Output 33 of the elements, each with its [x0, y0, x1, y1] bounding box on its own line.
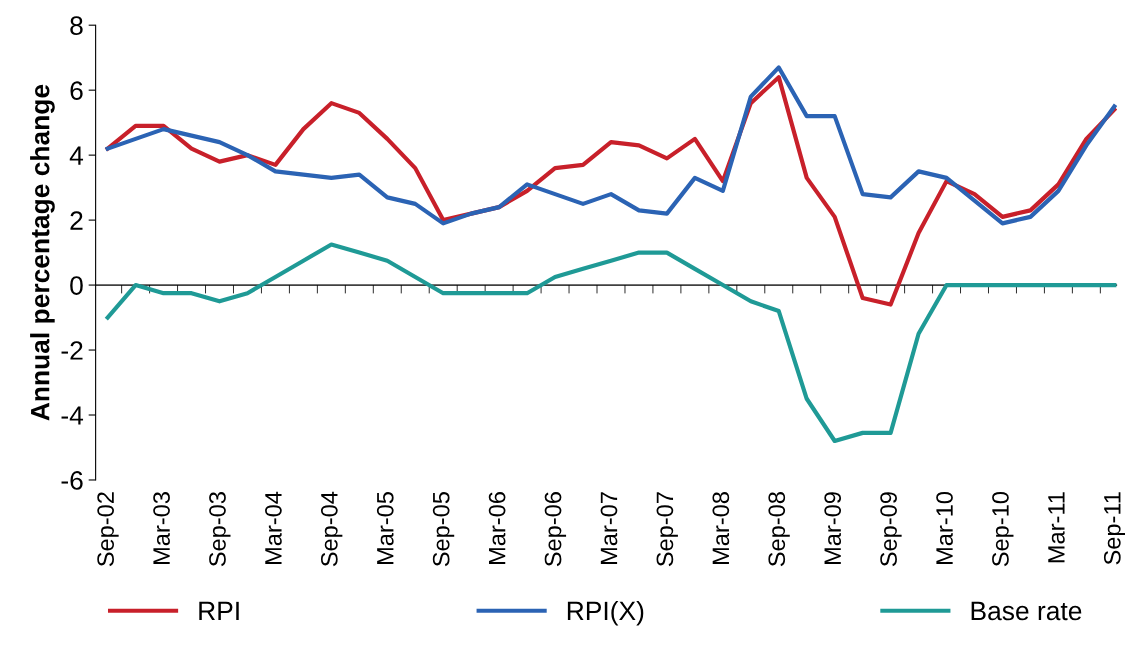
x-tick-label: Mar-07	[600, 492, 618, 564]
x-tick-label: Mar-06	[488, 492, 506, 564]
y-tick-label: 8	[70, 16, 83, 36]
x-tick-label: Sep-10	[992, 492, 1014, 567]
x-tick-label: Sep-03	[209, 492, 231, 567]
legend-label: RPI	[199, 601, 239, 620]
x-tick-label: Sep-09	[880, 492, 902, 567]
y-tick-label: 2	[70, 211, 83, 230]
x-tick-label: Sep-08	[768, 492, 790, 567]
line-series	[105, 242, 1117, 444]
x-tick-label: Mar-03	[153, 492, 170, 564]
x-tick-label: Sep-05	[432, 492, 455, 567]
legend-label: RPI(X)	[567, 600, 644, 626]
x-tick-label: Mar-09	[824, 492, 842, 564]
y-tick-label: 4	[69, 146, 84, 165]
x-tick-label: Sep-06	[544, 492, 567, 567]
y-tick-label: -4	[61, 406, 84, 425]
x-tick-label: Mar-10	[936, 492, 953, 564]
x-tick-label: Sep-11	[1103, 492, 1125, 565]
x-tick-label: Sep-07	[656, 492, 678, 567]
x-tick-label: Sep-04	[320, 491, 343, 567]
y-tick-label: 0	[70, 276, 83, 295]
line-series	[105, 65, 1117, 226]
legend-label: Base rate	[971, 601, 1082, 621]
x-tick-label: Mar-05	[376, 492, 394, 564]
x-tick-label: Sep-02	[97, 492, 119, 567]
y-tick-label: 6	[70, 81, 83, 100]
y-tick-label: -2	[61, 341, 83, 360]
y-axis-title: Annual percentage change	[30, 84, 55, 421]
x-tick-label: Mar-11	[1048, 492, 1065, 563]
y-tick-label: -6	[61, 471, 83, 490]
x-tick-label: Mar-08	[712, 492, 730, 564]
x-tick-label: Mar-04	[265, 491, 282, 564]
